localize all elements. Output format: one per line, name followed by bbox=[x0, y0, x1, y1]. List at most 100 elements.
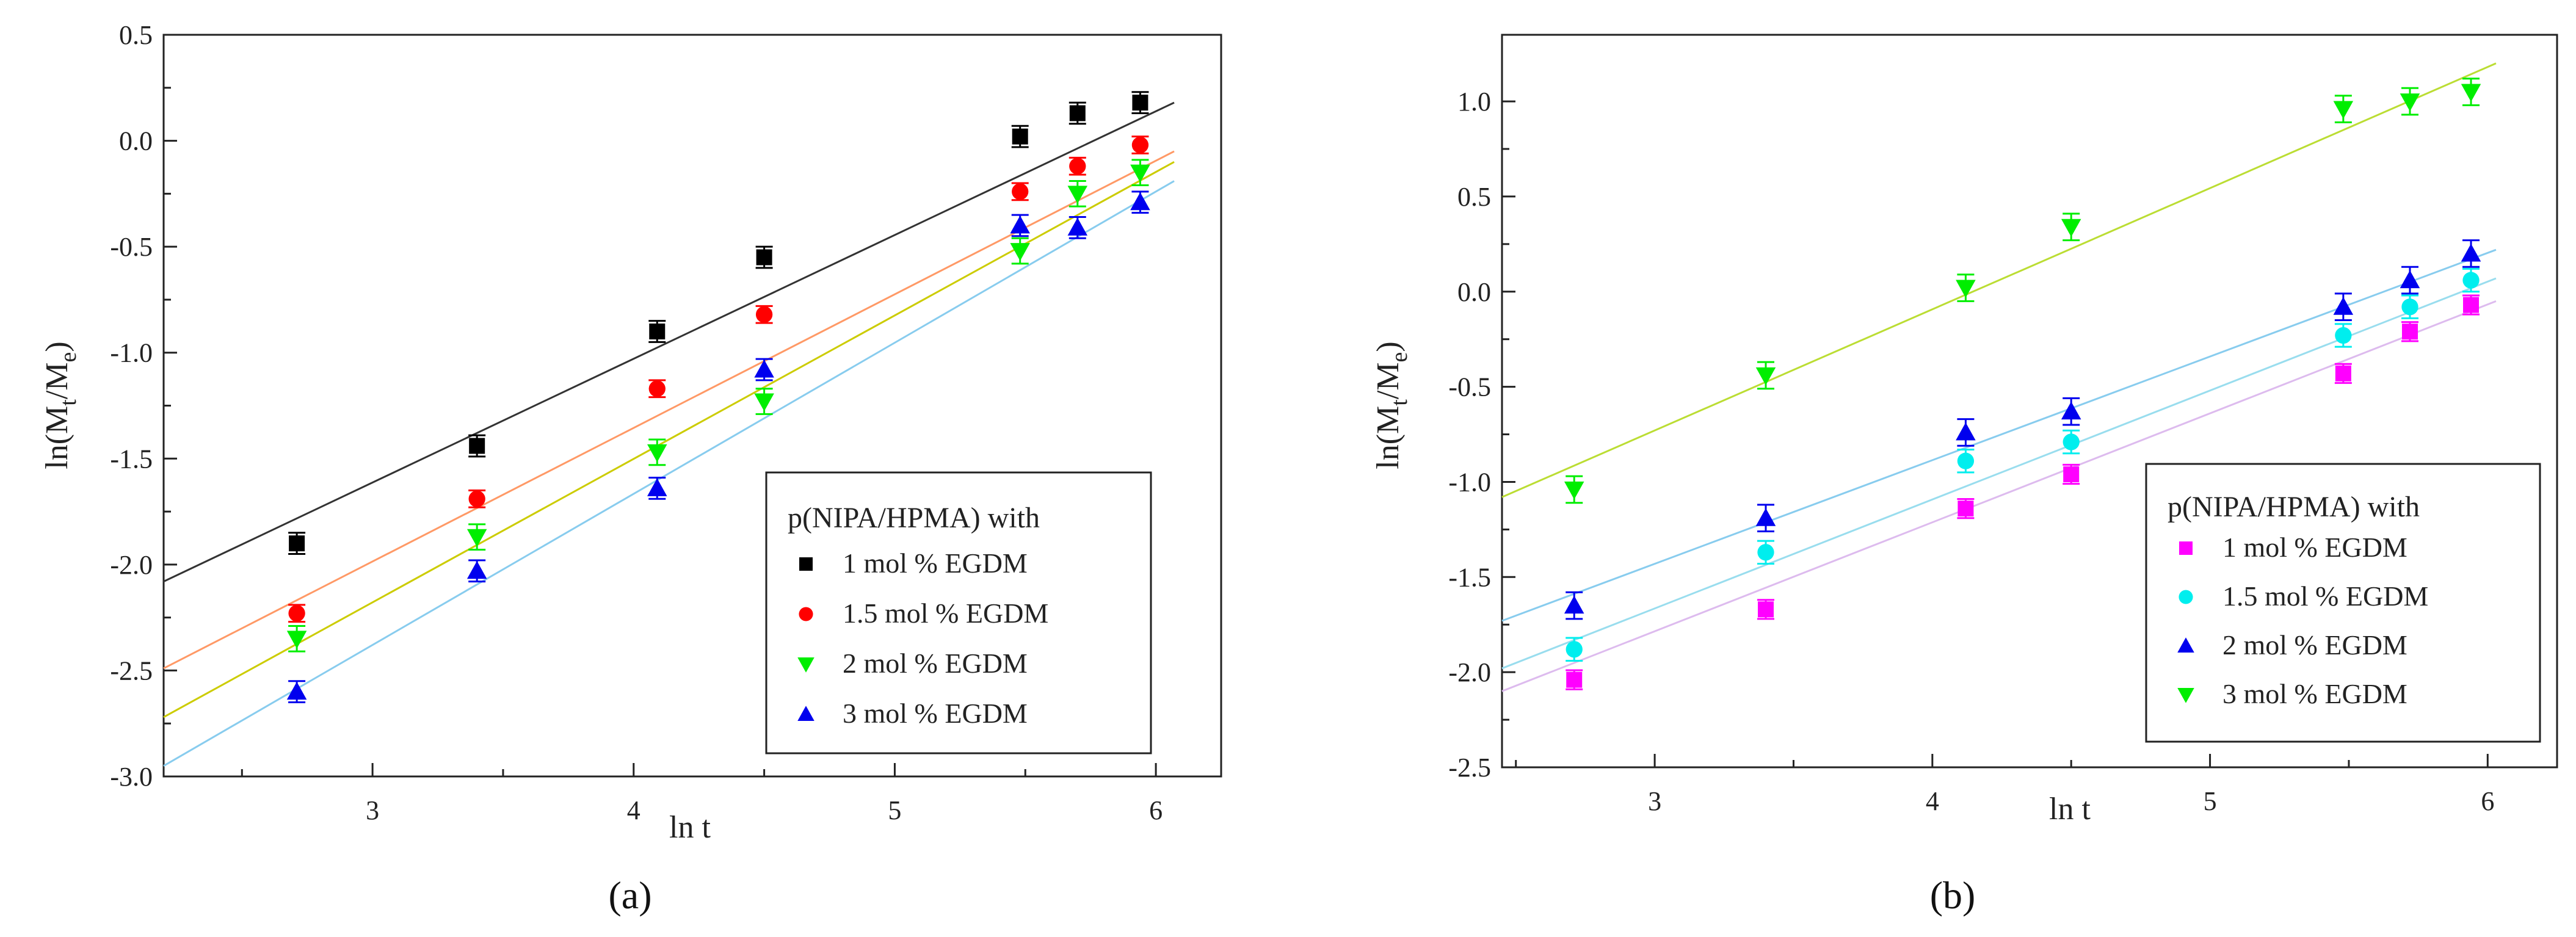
y-tick-label: -0.5 bbox=[1448, 372, 1491, 402]
x-tick-label: 3 bbox=[366, 795, 379, 825]
legend-entry: 1 mol % EGDM bbox=[2222, 532, 2407, 563]
data-point bbox=[2400, 270, 2420, 289]
data-point bbox=[1755, 367, 1776, 386]
data-point bbox=[1566, 671, 1583, 688]
data-point bbox=[289, 535, 305, 552]
legend-marker bbox=[797, 657, 815, 673]
data-point bbox=[2401, 298, 2418, 316]
data-point bbox=[2061, 219, 2081, 237]
legend-entry: 1.5 mol % EGDM bbox=[2222, 581, 2428, 612]
fit-line bbox=[1501, 300, 2497, 692]
data-point bbox=[1755, 508, 1776, 526]
fit-lines-b bbox=[1501, 62, 2497, 692]
data-point bbox=[286, 631, 307, 649]
y-tick-label: -1.5 bbox=[1448, 562, 1491, 592]
legend-entry: 1.5 mol % EGDM bbox=[843, 598, 1048, 629]
data-point bbox=[1012, 183, 1029, 200]
x-tick-label: 5 bbox=[888, 795, 901, 825]
data-point bbox=[754, 393, 774, 411]
data-point bbox=[2063, 466, 2080, 482]
data-point bbox=[1010, 215, 1030, 234]
legend-marker bbox=[2177, 637, 2194, 653]
data-point bbox=[1067, 217, 1088, 236]
y-axis-b: -2.5 -2.0 -1.5 -1.0 -0.5 0.0 0.5 1.0 bbox=[1448, 87, 1515, 783]
fit-lines-a bbox=[163, 101, 1175, 767]
data-point bbox=[1131, 136, 1149, 154]
data-point bbox=[466, 529, 487, 547]
y-tick-label: -2.0 bbox=[110, 550, 153, 580]
data-point bbox=[2335, 327, 2352, 344]
fit-line bbox=[163, 161, 1175, 718]
data-point bbox=[647, 444, 667, 463]
panel-a: -3.0 -2.5 -2.0 -1.5 -1.0 -0.5 0.0 0.5 3 4 5 6 ln t… bbox=[40, 20, 1222, 917]
data-point bbox=[647, 478, 667, 496]
fit-line bbox=[163, 150, 1175, 670]
y-tick-label: 0.0 bbox=[1457, 277, 1491, 307]
data-point bbox=[1130, 164, 1150, 183]
legend-title-a: p(NIPA/HPMA) with bbox=[788, 502, 1040, 534]
data-point bbox=[1757, 544, 1774, 561]
x-tick-label: 3 bbox=[1648, 786, 1661, 816]
data-point bbox=[2333, 101, 2354, 119]
plot-frame-b bbox=[1501, 34, 2558, 769]
fit-line bbox=[163, 101, 1175, 582]
data-point bbox=[1566, 641, 1583, 658]
x-axis-b: 3 4 5 6 bbox=[1515, 754, 2494, 816]
y-tick-label: 1.0 bbox=[1457, 87, 1491, 117]
legend-entry: 1 mol % EGDM bbox=[843, 548, 1028, 579]
y-axis-title-b: ln(Mt/Me) bbox=[1371, 341, 1412, 469]
legend-marker bbox=[797, 706, 815, 721]
x-axis-a: 3 4 5 6 bbox=[241, 763, 1163, 825]
y-tick-label: -1.5 bbox=[110, 444, 153, 474]
legend-entry: 2 mol % EGDM bbox=[843, 648, 1028, 679]
legend-marker bbox=[2179, 541, 2193, 555]
data-points-b bbox=[1564, 78, 2481, 690]
x-axis-title-a: ln t bbox=[669, 810, 711, 845]
legend-title-b: p(NIPA/HPMA) with bbox=[2168, 491, 2420, 523]
y-tick-label: -2.5 bbox=[110, 656, 153, 686]
data-point bbox=[1069, 105, 1086, 121]
legend-marker bbox=[799, 557, 813, 571]
data-point bbox=[2462, 272, 2480, 289]
data-point bbox=[1957, 452, 1975, 469]
data-point bbox=[468, 490, 485, 507]
legend-a: p(NIPA/HPMA) with 1 mol % EGDM 1.5 mol % … bbox=[765, 471, 1152, 754]
data-point bbox=[2461, 244, 2481, 262]
legend-marker bbox=[2177, 688, 2194, 703]
data-point bbox=[286, 681, 307, 700]
data-point bbox=[1564, 481, 1584, 500]
data-point bbox=[1956, 280, 1976, 298]
y-tick-label: -2.5 bbox=[1448, 753, 1491, 783]
data-point bbox=[2061, 401, 2081, 420]
x-tick-label: 6 bbox=[1149, 795, 1163, 825]
legend-marker bbox=[2179, 590, 2193, 604]
y-tick-label: -0.5 bbox=[110, 232, 153, 262]
legend-entry: 2 mol % EGDM bbox=[2222, 629, 2407, 660]
data-point bbox=[2463, 297, 2480, 313]
data-point bbox=[1067, 186, 1088, 204]
data-point bbox=[754, 360, 774, 378]
x-axis-title-b: ln t bbox=[2049, 792, 2091, 827]
data-point bbox=[1758, 601, 1774, 618]
legend-marker bbox=[799, 607, 813, 621]
data-point bbox=[2063, 433, 2080, 450]
y-tick-label: 0.0 bbox=[119, 126, 153, 156]
data-point bbox=[649, 324, 666, 339]
x-tick-label: 4 bbox=[1926, 786, 1939, 816]
y-tick-label: 0.5 bbox=[1457, 182, 1491, 212]
y-axis-title-a: ln(Mt/Me) bbox=[40, 341, 81, 469]
y-tick-label: -3.0 bbox=[110, 762, 153, 792]
data-point bbox=[2461, 84, 2481, 102]
data-point bbox=[1010, 243, 1030, 261]
y-tick-label: -1.0 bbox=[110, 338, 153, 368]
fit-line bbox=[1501, 277, 2497, 670]
data-point bbox=[755, 306, 773, 323]
x-tick-label: 6 bbox=[2481, 786, 2494, 816]
data-point bbox=[756, 249, 772, 266]
data-point bbox=[1012, 128, 1028, 145]
data-point bbox=[2401, 324, 2418, 340]
y-tick-label: 0.5 bbox=[119, 20, 153, 50]
fit-line bbox=[1501, 248, 2497, 622]
data-point bbox=[1130, 192, 1150, 211]
